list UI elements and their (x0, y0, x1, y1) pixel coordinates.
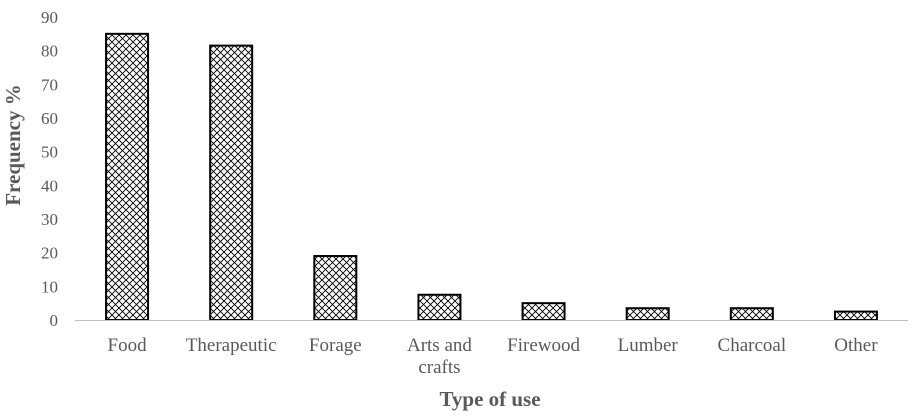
y-tick-label: 50 (41, 143, 58, 162)
y-tick-label: 90 (41, 8, 58, 27)
y-tick-label: 70 (41, 75, 58, 94)
bar (105, 32, 150, 321)
y-tick-label: 0 (50, 311, 59, 330)
x-tick-label: Forage (309, 335, 362, 356)
bar (625, 307, 670, 322)
x-tick-label: Food (108, 335, 148, 356)
y-tick-label: 40 (41, 176, 58, 195)
y-tick-label: 20 (41, 244, 58, 263)
y-tick-label: 60 (41, 109, 58, 128)
bar (313, 255, 358, 321)
y-axis-ticks: 0 10 20 30 40 50 60 70 80 90 (41, 8, 58, 330)
y-axis-title: Frequency % (1, 84, 25, 206)
bar (417, 293, 462, 321)
y-tick-label: 10 (41, 277, 58, 296)
x-tick-label: Lumber (618, 335, 679, 356)
x-tick-label: Arts and crafts (407, 335, 472, 378)
bars (105, 32, 878, 322)
y-tick-label: 80 (41, 42, 58, 61)
x-tick-label: Other (834, 335, 878, 356)
x-tick-label: Therapeutic (186, 335, 277, 356)
bar (833, 310, 878, 322)
x-tick-label: Charcoal (718, 335, 787, 356)
bar (521, 302, 566, 321)
x-axis-labels: Food Therapeutic Forage Arts and crafts Firew… (108, 335, 879, 378)
y-tick-label: 30 (41, 210, 58, 229)
x-axis-title: Type of use (439, 387, 540, 411)
x-tick-label: Firewood (507, 335, 580, 356)
bar (209, 44, 254, 321)
bar (729, 307, 774, 322)
